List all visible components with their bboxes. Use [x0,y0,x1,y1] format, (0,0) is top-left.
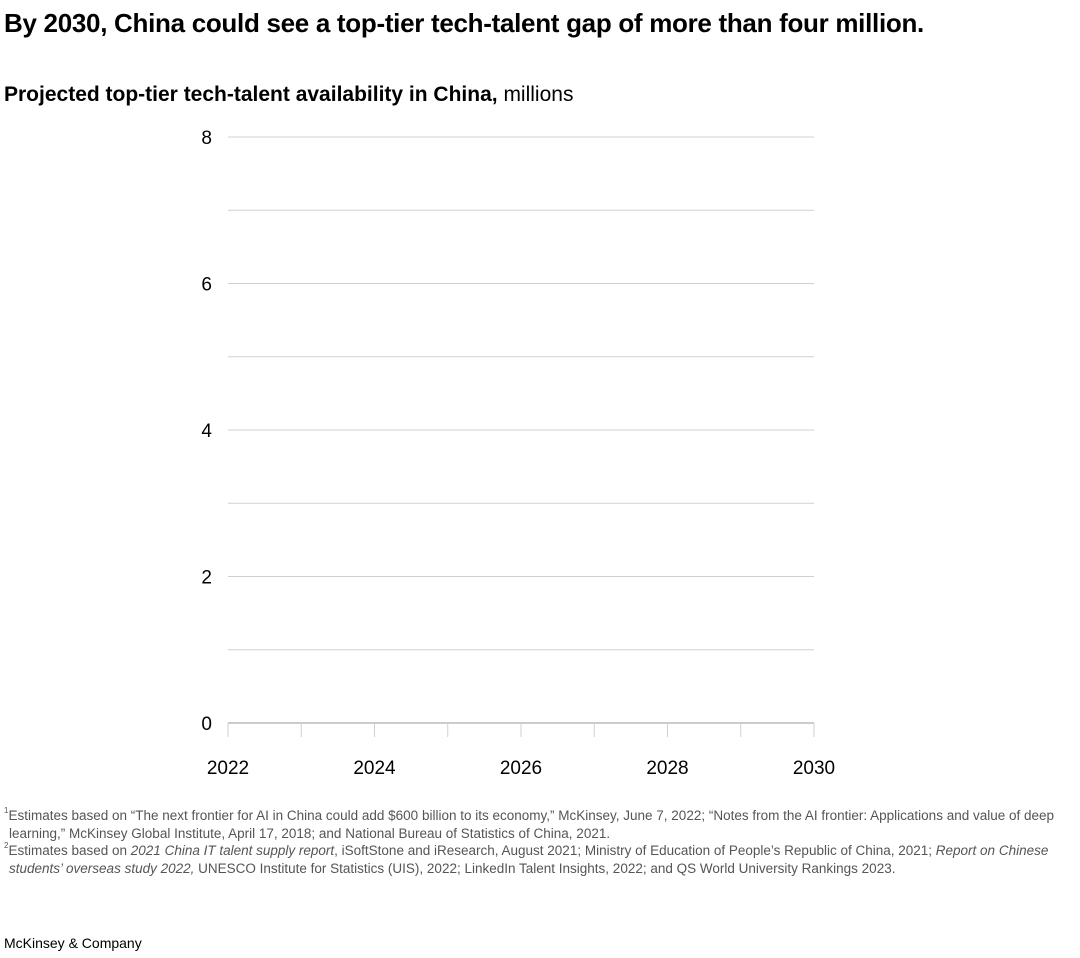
y-tick-label: 4 [201,421,212,442]
footnote-text: UNESCO Institute for Statistics (UIS), 2… [194,860,896,876]
y-tick-label: 8 [201,128,212,149]
y-tick-label: 2 [201,568,212,589]
x-tick-label: 2024 [353,758,396,779]
footnote-marker: 1 [4,806,9,815]
subtitle-main: Projected top-tier tech-talent availabil… [4,83,498,106]
footnote-text: 2021 China IT talent supply report [130,843,335,858]
y-tick-label: 0 [201,714,212,735]
x-tick-label: 2030 [793,758,835,779]
footnote: 1Estimates based on “The next frontier f… [4,807,1076,842]
x-tick-label: 2022 [207,758,249,779]
footnotes: 1Estimates based on “The next frontier f… [4,807,1076,877]
footnote-text: Report on Chinese students’ overseas stu… [9,843,1049,876]
chart-subtitle: Projected top-tier tech-talent availabil… [4,83,573,107]
subtitle-unit: millions [503,83,574,106]
footnote-text: Estimates based on [8,843,131,858]
footnote: 2Estimates based on 2021 China IT talent… [4,842,1076,877]
x-tick-label: 2028 [646,758,688,779]
chart: 2022 2024 2026 2028 2030 0 2 4 6 8 [201,128,835,779]
chart-title: By 2030, China could see a top-tier tech… [4,8,924,38]
y-tick-label: 6 [201,275,212,296]
footnote-text: Estimates based on “The next frontier fo… [8,808,1055,841]
x-tick-label: 2026 [500,758,542,779]
footnote-text: , iSoftStone and iResearch, August 2021;… [334,843,936,858]
footnote-marker: 2 [4,841,9,850]
brand-logo: McKinsey & Company [4,935,142,951]
